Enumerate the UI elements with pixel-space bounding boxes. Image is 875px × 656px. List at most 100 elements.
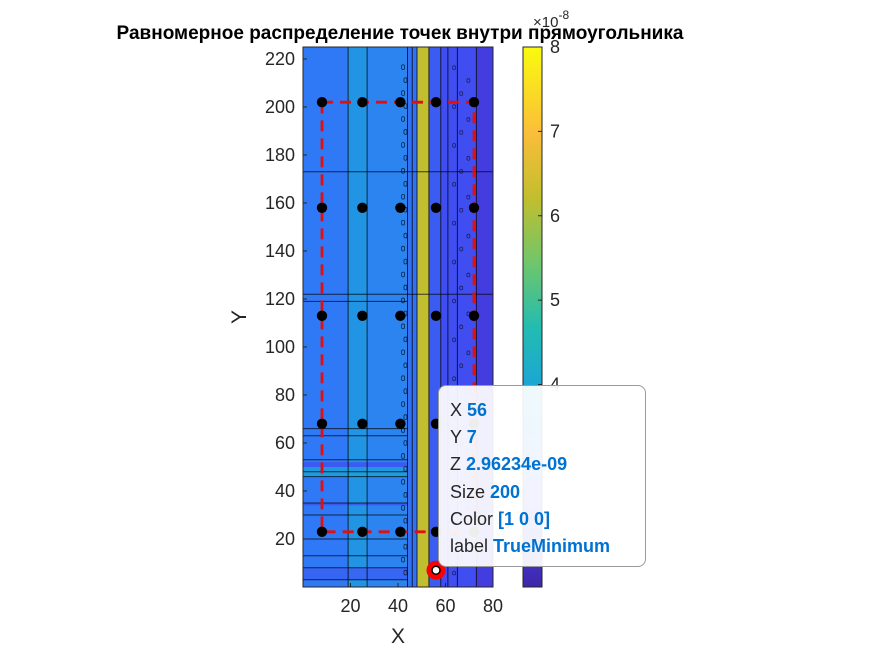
colorbar-tick-label: 4 [550,375,560,395]
y-tick-label: 20 [275,529,295,549]
y-tick-label: 220 [265,49,295,69]
contour-loop [459,207,464,213]
grid-point[interactable] [316,310,328,321]
grid-point[interactable] [357,526,368,537]
contour-loop [401,479,405,485]
contour-loop [403,388,408,394]
contour-loop [466,350,471,356]
contour-loop [403,466,408,472]
datatip-row: label TrueMinimum [450,533,645,560]
y-tick-label: 120 [265,289,295,309]
colorbar-tick-label: 6 [550,206,560,226]
y-axis-label: Y [228,310,251,324]
x-axis: 20 40 60 80 [340,583,503,616]
contour-loop [401,297,405,304]
x-axis-label: X [391,625,405,648]
contour-loop [466,233,471,239]
datatip-value: TrueMinimum [493,535,611,556]
colorbar-tick-label: 7 [550,121,560,141]
grid-point[interactable] [395,310,406,321]
y-tick-label: 80 [275,385,295,405]
grid-point[interactable] [357,310,368,321]
contour-loop [403,258,408,265]
contour-loop [401,219,405,226]
contour-loop [403,232,408,239]
y-axis: 20 40 60 80 100 120 140 160 180 200 220 [265,49,307,549]
datatip-label: Y [450,427,467,448]
datatip-value: 200 [490,481,521,502]
contour-loop [459,246,464,252]
contour-loop [403,155,408,161]
datatip-value: 2.96234e-09 [466,454,568,475]
grid-point[interactable] [357,202,368,213]
contour-loop [459,285,464,291]
grid-point[interactable] [468,97,480,108]
grid-point[interactable] [395,97,406,108]
contour-loop [401,375,405,381]
y-tick-label: 160 [265,193,295,213]
x-tick-label: 80 [483,596,503,616]
contour-loop [401,271,405,278]
y-tick-label: 180 [265,145,295,165]
contour-loop [401,90,405,96]
contour-loop [401,453,405,459]
contour-loop [403,569,408,576]
contour-loop [401,401,405,407]
colorbar-ticks: 4 5 6 7 8 [538,37,560,395]
datatip-label: X [450,400,468,420]
datatip-label: label [450,535,494,556]
datatip-value: [1 0 0] [498,508,551,529]
y-tick-label: 40 [275,481,295,501]
y-tick-label: 200 [265,97,295,117]
grid-point[interactable] [316,202,328,213]
contour-loop [452,181,457,187]
contour-loop [452,570,457,576]
contour-loop [466,272,471,278]
contour-loop [403,492,408,498]
contour-loop [403,362,408,369]
contour-loop [403,77,408,83]
contour-loop [452,220,457,226]
contour-loop [452,143,457,148]
grid-point[interactable] [395,202,406,213]
colorbar-exponent: ×10-8 [533,8,569,31]
contour-loop [401,168,405,174]
x-tick-label: 60 [435,596,455,616]
contour-loop [452,259,457,265]
grid-point[interactable] [430,97,442,108]
contour-loop [403,517,408,524]
contour-loop [403,129,408,135]
grid-point[interactable] [430,310,442,321]
grid-point[interactable] [316,97,328,108]
datatip-row: Color [1 0 0] [450,506,645,533]
grid-point[interactable] [468,310,480,321]
y-tick-label: 60 [275,433,295,453]
contour-loop [466,156,471,161]
heatmap-column [417,47,429,587]
contour-loop [459,168,464,174]
grid-point[interactable] [430,202,442,213]
grid-point[interactable] [316,526,328,537]
y-tick-label: 100 [265,337,295,357]
datatip-row: Size 200 [450,479,645,506]
x-tick-label: 40 [388,596,408,616]
contour-loop [403,336,408,343]
grid-point[interactable] [395,526,406,537]
grid-point[interactable] [468,202,480,213]
contour-loop [452,65,457,70]
grid-point[interactable] [395,418,406,429]
grid-point[interactable] [316,418,328,429]
contour-loop [466,194,471,200]
x-tick-label: 20 [340,596,360,616]
colorbar-tick-label: 5 [550,290,560,310]
contour-loop [401,64,405,70]
grid-point[interactable] [357,97,368,108]
chart-title: Равномерное распределение точек внутри п… [117,23,684,44]
datatip-row: Y 7 [450,424,645,451]
contour-loop [401,349,405,356]
grid-point[interactable] [357,418,368,429]
contour-loop [452,298,457,304]
true-minimum-center [431,565,441,575]
heatmap-band [303,567,408,580]
